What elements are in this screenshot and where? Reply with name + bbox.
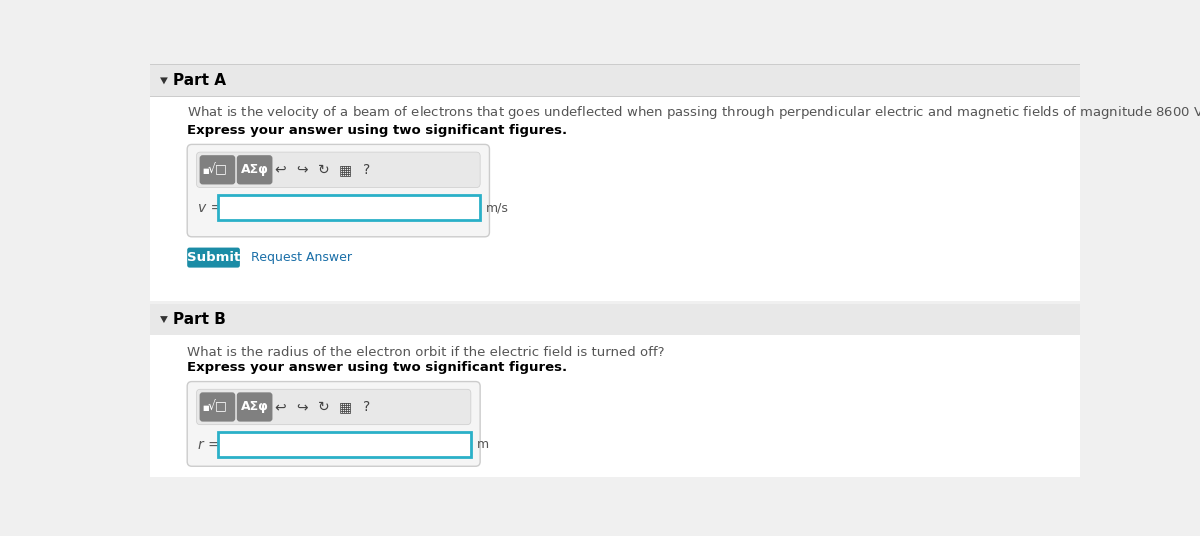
Text: ↪: ↪ (296, 163, 307, 177)
Text: ↪: ↪ (296, 400, 307, 414)
Text: What is the velocity of a beam of electrons that goes undeflected when passing t: What is the velocity of a beam of electr… (187, 104, 1200, 123)
Bar (150, 65, 1080, 96)
Text: AΣφ: AΣφ (241, 400, 269, 413)
Bar (150, 301, 1080, 304)
Text: What is the radius of the electron orbit if the electric field is turned off?: What is the radius of the electron orbit… (187, 346, 665, 359)
FancyBboxPatch shape (197, 152, 480, 188)
Text: √□: √□ (208, 163, 227, 176)
Text: ↩: ↩ (275, 163, 286, 177)
FancyBboxPatch shape (236, 392, 272, 422)
Bar (218, 433, 470, 457)
Text: Part B: Part B (173, 312, 226, 326)
Text: ?: ? (364, 400, 371, 414)
Text: ▦: ▦ (338, 400, 352, 414)
Polygon shape (160, 77, 168, 84)
Polygon shape (160, 316, 168, 323)
FancyBboxPatch shape (197, 389, 470, 425)
Bar (150, 336, 1080, 477)
Text: Part A: Part A (173, 73, 227, 88)
Text: Express your answer using two significant figures.: Express your answer using two significan… (187, 124, 568, 137)
Text: r =: r = (198, 438, 220, 452)
FancyBboxPatch shape (199, 155, 235, 184)
FancyBboxPatch shape (187, 382, 480, 466)
Bar (150, 304, 1080, 334)
Text: Submit: Submit (187, 251, 240, 264)
Text: √□: √□ (208, 400, 227, 413)
FancyBboxPatch shape (187, 248, 240, 267)
Bar (150, 64, 1080, 65)
Text: ■: ■ (203, 405, 209, 411)
FancyBboxPatch shape (199, 392, 235, 422)
Bar (150, 334, 1080, 336)
Text: ■: ■ (203, 168, 209, 174)
Text: Express your answer using two significant figures.: Express your answer using two significan… (187, 361, 568, 374)
Bar (150, 96, 1080, 301)
Text: Request Answer: Request Answer (251, 251, 352, 264)
Text: m: m (478, 438, 490, 451)
Text: AΣφ: AΣφ (241, 163, 269, 176)
Text: ↻: ↻ (318, 163, 330, 177)
Text: ?: ? (364, 163, 371, 177)
Bar (218, 195, 480, 220)
Text: m/s: m/s (486, 201, 509, 214)
Text: ↻: ↻ (318, 400, 330, 414)
FancyBboxPatch shape (236, 155, 272, 184)
Text: ▦: ▦ (338, 163, 352, 177)
Text: v =: v = (198, 200, 222, 214)
FancyBboxPatch shape (187, 144, 490, 237)
Text: ↩: ↩ (275, 400, 286, 414)
